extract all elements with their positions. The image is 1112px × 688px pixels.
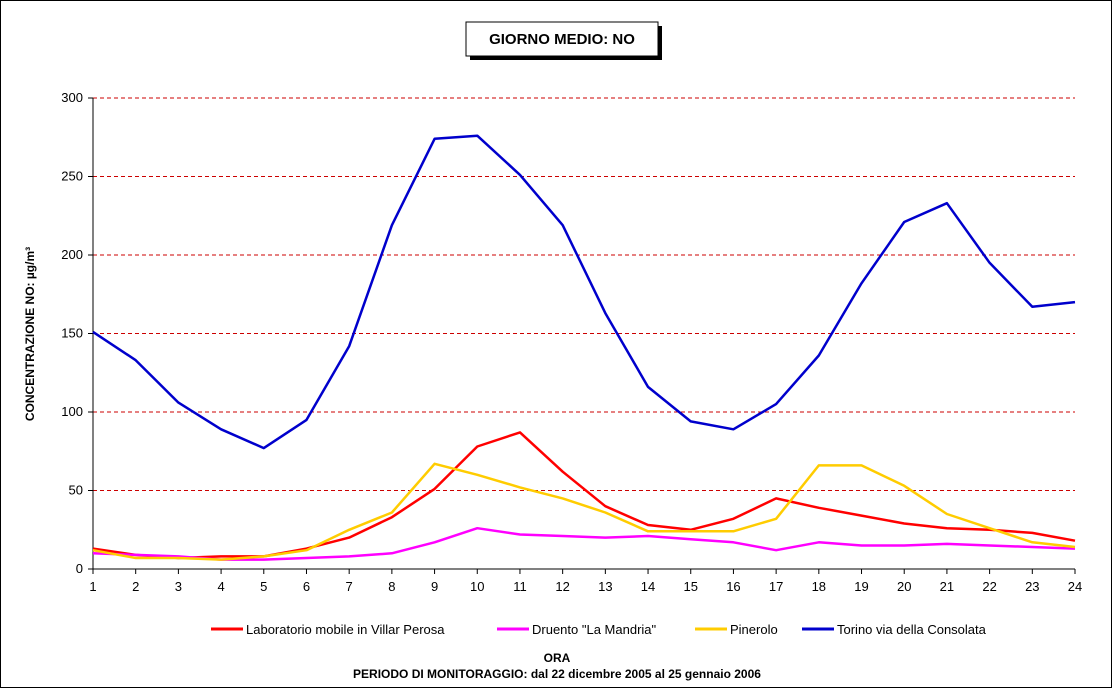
- x-tick-label-2: 2: [132, 579, 139, 594]
- x-tick-label-20: 20: [897, 579, 911, 594]
- x-tick-label-1: 1: [89, 579, 96, 594]
- y-tick-label-300: 300: [61, 90, 83, 105]
- x-tick-label-13: 13: [598, 579, 612, 594]
- series-lines: [92, 134, 1076, 561]
- series-line-3: [92, 462, 1076, 561]
- legend-label-1: Laboratorio mobile in Villar Perosa: [246, 622, 445, 637]
- x-tick-label-8: 8: [388, 579, 395, 594]
- x-tick-label-12: 12: [555, 579, 569, 594]
- axes: [88, 97, 1076, 574]
- x-tick-label-18: 18: [812, 579, 826, 594]
- x-tick-label-15: 15: [684, 579, 698, 594]
- series-line-1: [92, 431, 1076, 560]
- series-line-4: [92, 134, 1076, 450]
- y-tick-label-150: 150: [61, 326, 83, 341]
- legend-label-4: Torino via della Consolata: [837, 622, 987, 637]
- x-tick-label-17: 17: [769, 579, 783, 594]
- series-line-2: [92, 526, 1076, 561]
- y-tick-label-250: 250: [61, 169, 83, 184]
- x-tick-label-22: 22: [982, 579, 996, 594]
- x-tick-label-10: 10: [470, 579, 484, 594]
- title-box: [465, 21, 659, 57]
- x-tick-label-7: 7: [346, 579, 353, 594]
- x-tick-label-19: 19: [854, 579, 868, 594]
- monitoring-period: PERIODO DI MONITORAGGIO: dal 22 dicembre…: [353, 667, 761, 681]
- x-tick-label-14: 14: [641, 579, 655, 594]
- chart-title: GIORNO MEDIO: NO: [489, 31, 635, 48]
- legend-label-2: Druento "La Mandria": [532, 622, 657, 637]
- x-tick-label-21: 21: [940, 579, 954, 594]
- x-axis-title: ORA: [544, 651, 571, 665]
- grid-lines: [93, 97, 1075, 491]
- x-tick-label-23: 23: [1025, 579, 1039, 594]
- x-tick-label-3: 3: [175, 579, 182, 594]
- y-tick-label-0: 0: [76, 561, 83, 576]
- y-tick-label-50: 50: [69, 483, 83, 498]
- x-tick-label-11: 11: [513, 579, 527, 594]
- x-tick-label-16: 16: [726, 579, 740, 594]
- x-tick-label-24: 24: [1068, 579, 1082, 594]
- y-tick-labels: 0 50 100 150 200 250 300: [61, 90, 83, 576]
- legend: Laboratorio mobile in Villar Perosa Druen…: [211, 622, 987, 637]
- y-tick-label-100: 100: [61, 404, 83, 419]
- legend-label-3: Pinerolo: [730, 622, 778, 637]
- y-tick-label-200: 200: [61, 247, 83, 262]
- x-tick-labels: 1 2 3 4 5 6 7 8 9 10 11 12 13 14 15 16 17 18 19 20 21 22 23 24: [89, 579, 1082, 594]
- x-tick-label-5: 5: [260, 579, 267, 594]
- x-tick-label-6: 6: [303, 579, 310, 594]
- y-axis-title: CONCENTRAZIONE NO: µg/m³: [23, 247, 37, 421]
- x-tick-label-9: 9: [431, 579, 438, 594]
- x-tick-label-4: 4: [217, 579, 224, 594]
- chart-title-box: GIORNO MEDIO: NO: [465, 21, 662, 60]
